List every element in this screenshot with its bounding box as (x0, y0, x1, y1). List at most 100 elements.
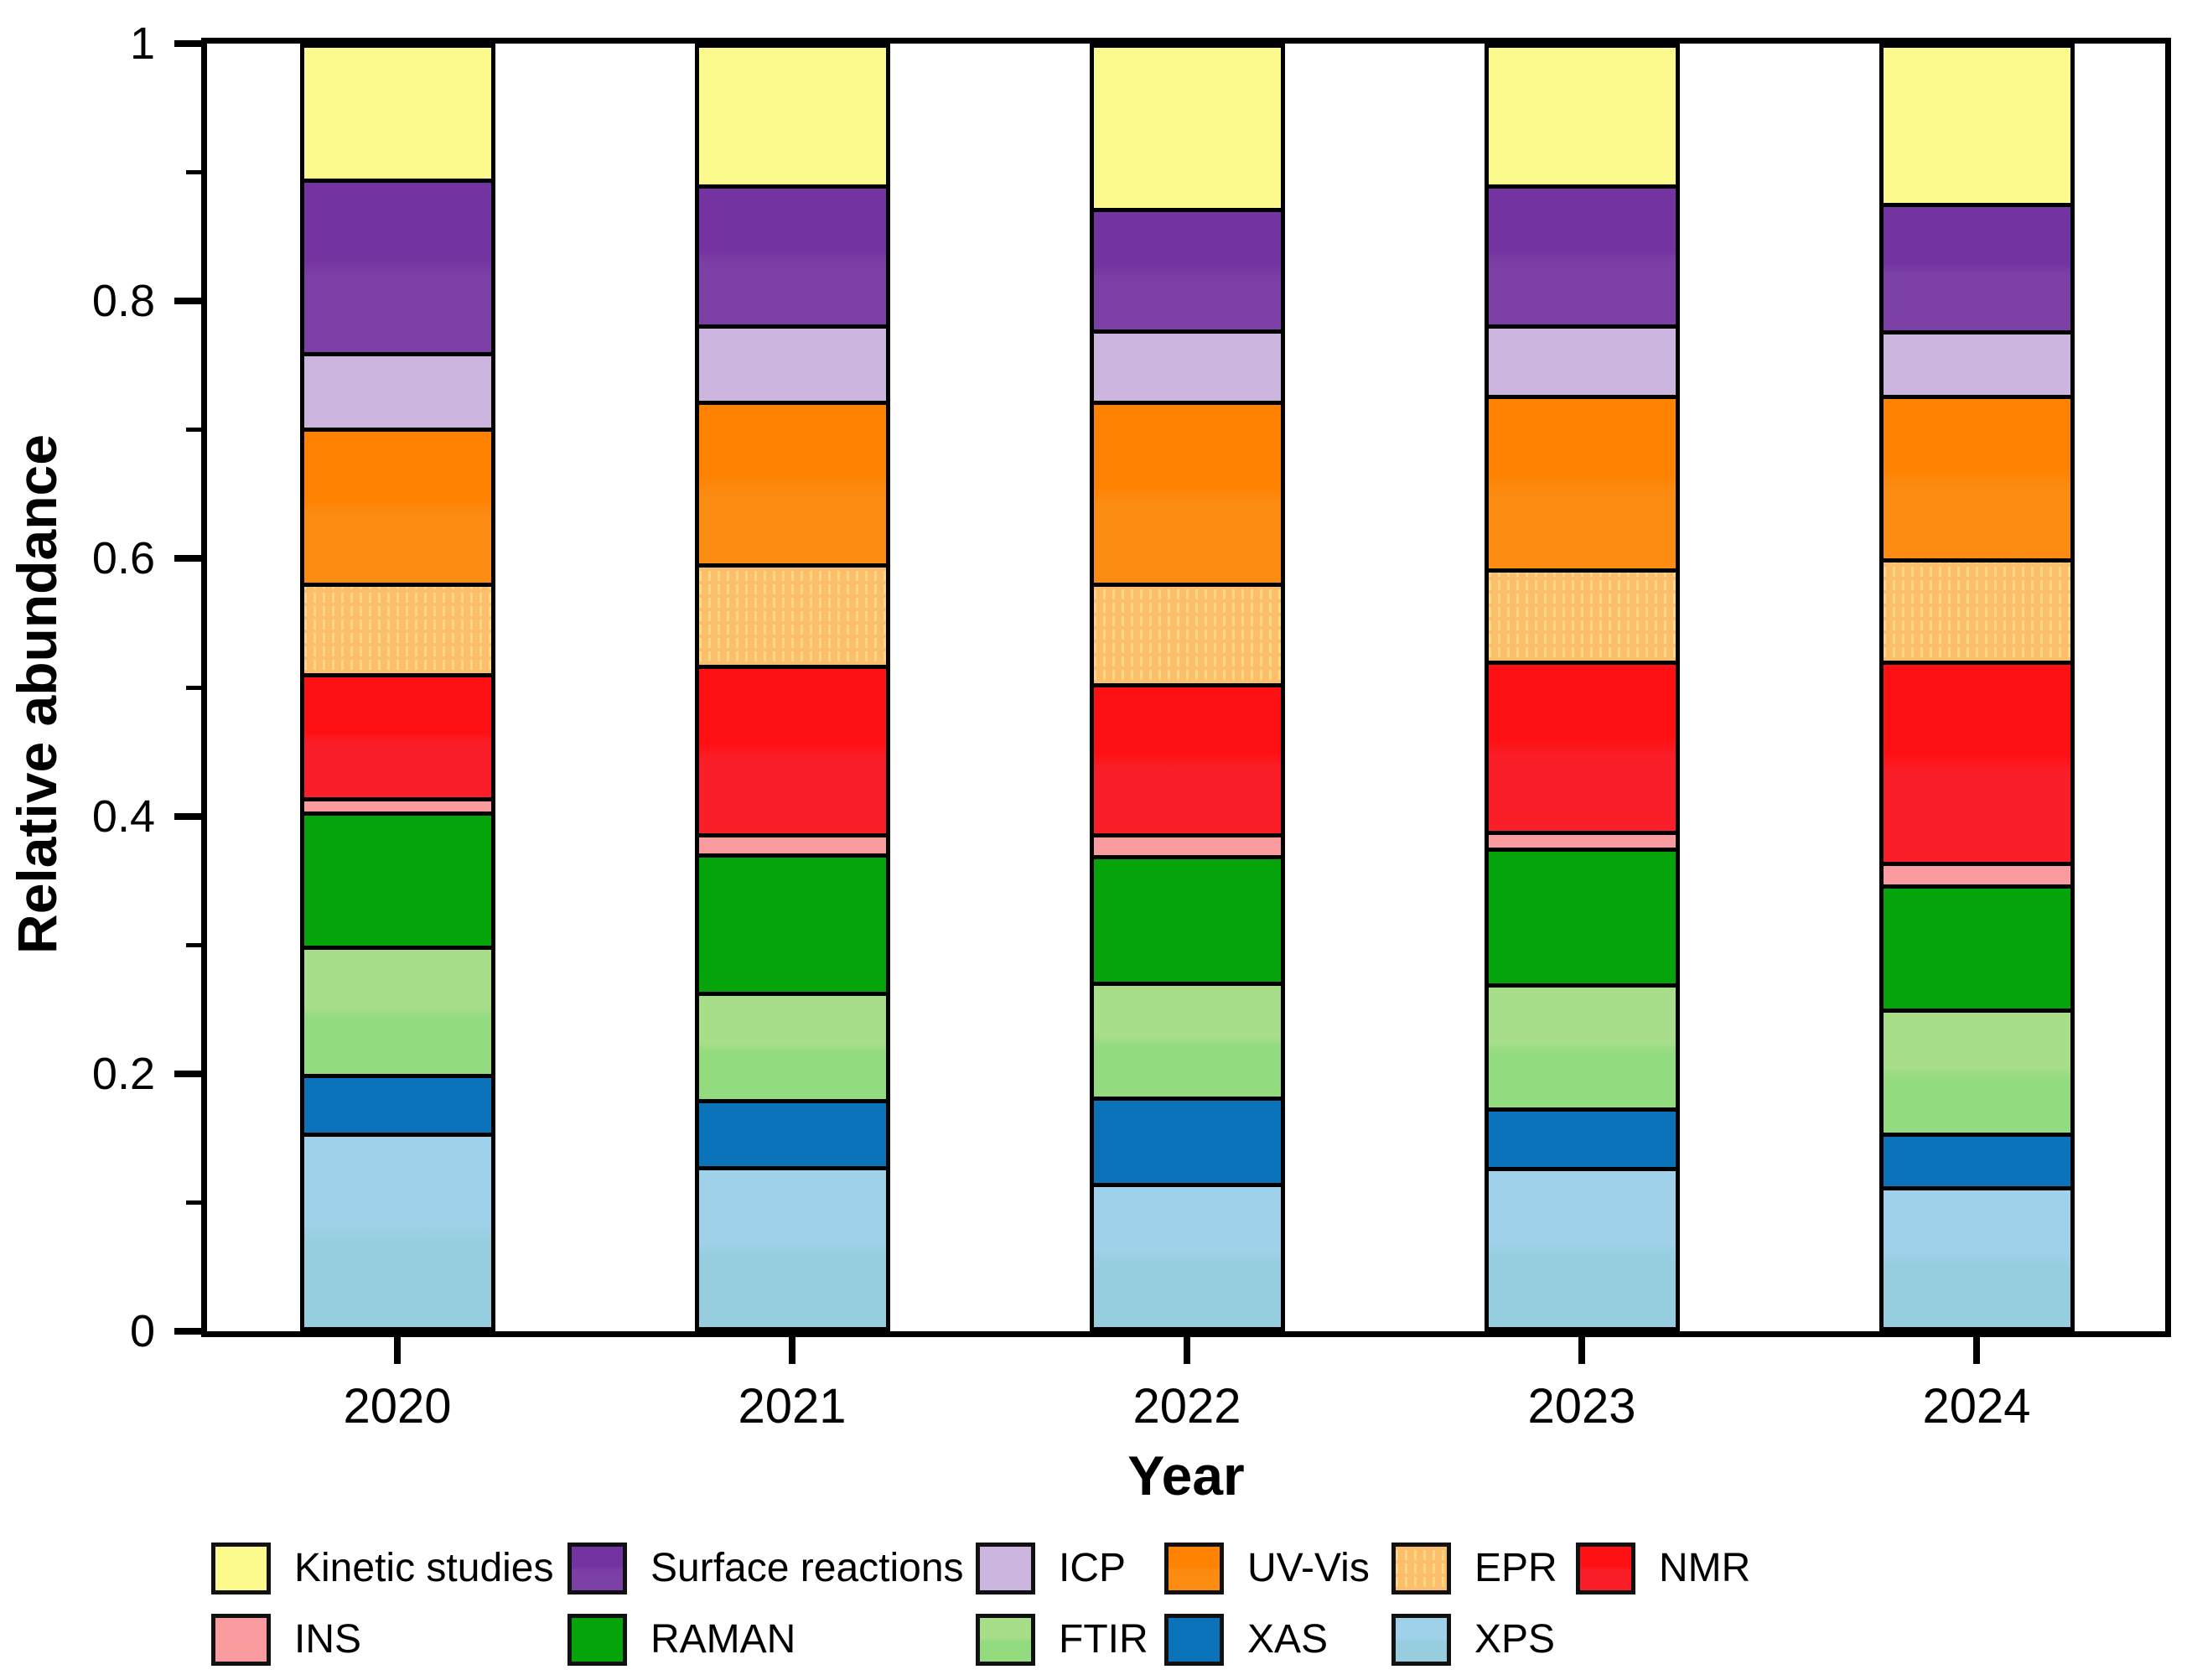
y-minor-tick (186, 942, 201, 947)
segment-xps-2022 (1093, 1182, 1281, 1327)
segment-nmr-2023 (1488, 660, 1676, 831)
segment-ins-2022 (1093, 832, 1281, 855)
segment-epr-2020 (303, 582, 491, 674)
x-tick-2020 (394, 1337, 401, 1364)
y-minor-tick (186, 1200, 201, 1205)
segment-icp-2024 (1883, 330, 2070, 395)
segment-kinetic-studies-2021 (698, 48, 886, 185)
legend-swatch-raman (567, 1614, 627, 1666)
segment-xps-2021 (698, 1165, 886, 1327)
x-tick-label-2020: 2020 (343, 1379, 452, 1434)
segment-xas-2022 (1093, 1097, 1281, 1183)
segment-icp-2022 (1093, 329, 1281, 402)
y-tick-label-1: 1 (129, 18, 155, 69)
segment-ftir-2022 (1093, 982, 1281, 1097)
legend-swatch-ftir (976, 1614, 1035, 1666)
segment-nmr-2022 (1093, 683, 1281, 833)
segment-ins-2023 (1488, 830, 1676, 848)
y-minor-tick (186, 428, 201, 433)
segment-ftir-2023 (1488, 983, 1676, 1107)
bar-2024 (1878, 44, 2075, 1331)
legend-swatch-icp (976, 1543, 1035, 1594)
segment-nmr-2024 (1883, 660, 2070, 862)
legend-swatch-xas (1164, 1614, 1224, 1666)
x-tick-label-2022: 2022 (1132, 1379, 1241, 1434)
x-tick-2024 (1973, 1337, 1980, 1364)
segment-raman-2020 (303, 811, 491, 946)
segment-nmr-2021 (698, 664, 886, 833)
legend-label-nmr: NMR (1659, 1546, 1751, 1590)
bar-2022 (1089, 44, 1285, 1331)
legend-swatch-kinetic-studies (211, 1543, 271, 1594)
segment-xas-2021 (698, 1099, 886, 1166)
segment-raman-2024 (1883, 884, 2070, 1009)
segment-xas-2020 (303, 1073, 491, 1133)
segment-epr-2022 (1093, 582, 1281, 684)
segment-kinetic-studies-2024 (1883, 48, 2070, 203)
segment-ins-2020 (303, 797, 491, 812)
legend-label-raman: RAMAN (650, 1617, 796, 1662)
segment-kinetic-studies-2020 (303, 48, 491, 179)
bar-2023 (1484, 44, 1680, 1331)
bar-2020 (299, 44, 495, 1331)
legend-label-surface-reactions: Surface reactions (650, 1546, 964, 1590)
legend-label-epr: EPR (1474, 1546, 1557, 1590)
y-tick-label-0.4: 0.4 (91, 791, 155, 842)
legend-swatch-surface-reactions (567, 1543, 627, 1594)
legend-label-kinetic-studies: Kinetic studies (294, 1546, 554, 1590)
segment-kinetic-studies-2022 (1093, 48, 1281, 208)
x-tick-label-2021: 2021 (738, 1379, 847, 1434)
y-tick-label-0.6: 0.6 (91, 533, 155, 584)
segment-nmr-2020 (303, 673, 491, 798)
y-major-tick-0 (174, 1328, 201, 1335)
x-tick-2023 (1578, 1337, 1585, 1364)
segment-uv-vis-2021 (698, 401, 886, 563)
segment-uv-vis-2023 (1488, 394, 1676, 569)
segment-surface-reactions-2023 (1488, 184, 1676, 324)
legend-label-xas: XAS (1247, 1617, 1329, 1662)
y-tick-label-0: 0 (129, 1306, 155, 1356)
segment-uv-vis-2020 (303, 428, 491, 583)
y-minor-tick (186, 170, 201, 175)
legend-swatch-uv-vis (1164, 1543, 1224, 1594)
y-tick-label-0.2: 0.2 (91, 1048, 155, 1099)
segment-xps-2020 (303, 1133, 491, 1327)
segment-xps-2024 (1883, 1186, 2070, 1327)
segment-raman-2021 (698, 853, 886, 993)
legend-swatch-xps (1391, 1614, 1451, 1666)
legend-swatch-nmr (1576, 1543, 1635, 1594)
y-major-tick-0.4 (174, 812, 201, 820)
bar-2021 (694, 44, 890, 1331)
segment-surface-reactions-2020 (303, 178, 491, 353)
segment-icp-2021 (698, 324, 886, 402)
segment-epr-2023 (1488, 568, 1676, 661)
segment-surface-reactions-2024 (1883, 202, 2070, 331)
y-major-tick-1 (174, 40, 201, 47)
segment-ftir-2021 (698, 992, 886, 1100)
segment-uv-vis-2024 (1883, 394, 2070, 558)
segment-raman-2023 (1488, 847, 1676, 983)
x-tick-label-2023: 2023 (1527, 1379, 1636, 1434)
segment-xps-2023 (1488, 1167, 1676, 1327)
segment-xas-2023 (1488, 1107, 1676, 1168)
plot-area: 2020 2021 2022 2023 2024 0 0.2 0.4 0.6 0.8 1 (92, 18, 2171, 1434)
segment-ftir-2024 (1883, 1009, 2070, 1133)
segment-uv-vis-2022 (1093, 401, 1281, 583)
x-tick-2022 (1184, 1337, 1190, 1364)
x-tick-2021 (789, 1337, 795, 1364)
y-major-tick-0.6 (174, 555, 201, 563)
segment-ins-2024 (1883, 861, 2070, 885)
legend-label-ftir: FTIR (1059, 1617, 1148, 1662)
legend-label-ins: INS (294, 1617, 362, 1662)
legend-label-uv-vis: UV-Vis (1247, 1546, 1370, 1590)
segment-epr-2021 (698, 563, 886, 665)
segment-ins-2021 (698, 832, 886, 854)
segment-kinetic-studies-2023 (1488, 48, 1676, 185)
y-minor-tick (186, 685, 201, 690)
legend-label-icp: ICP (1059, 1546, 1127, 1590)
segment-surface-reactions-2022 (1093, 207, 1281, 329)
segment-ftir-2020 (303, 946, 491, 1074)
y-tick-label-0.8: 0.8 (91, 276, 155, 327)
